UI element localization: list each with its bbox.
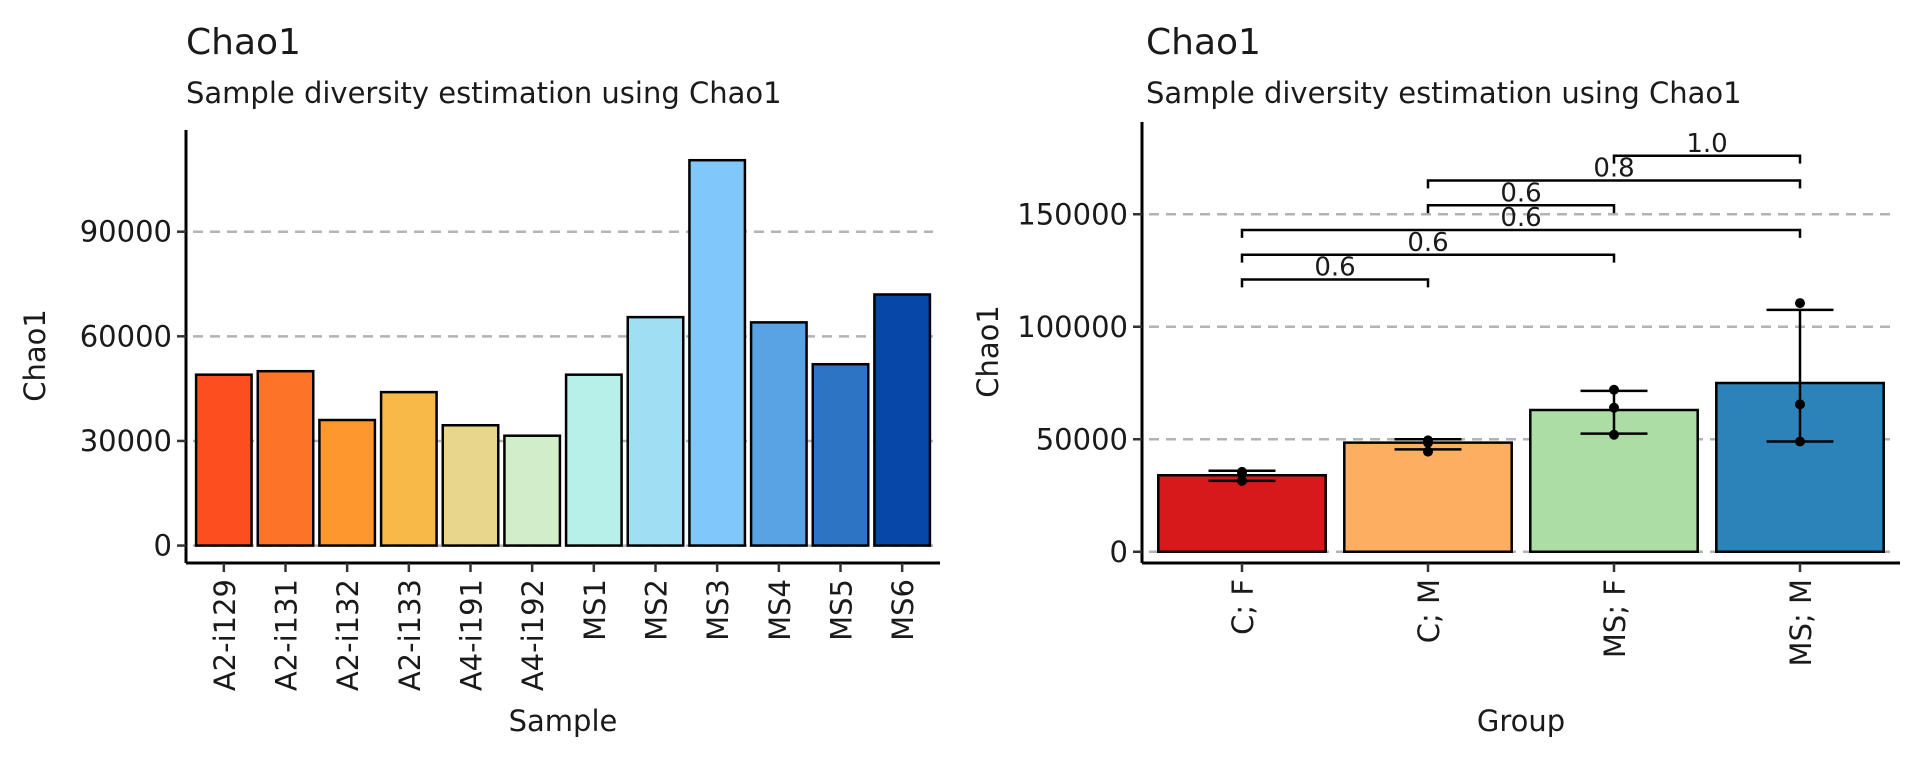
bar <box>811 362 870 547</box>
x-tick-label: C; F <box>1226 579 1260 635</box>
x-tick-label: A2-i133 <box>393 579 427 691</box>
bar <box>626 315 685 547</box>
y-tick-label: 0 <box>154 529 172 563</box>
x-axis-title: Sample <box>509 704 618 738</box>
bar <box>503 434 562 547</box>
significance-bracket <box>1612 154 1802 164</box>
data-point <box>1609 402 1619 413</box>
significance-bracket <box>1426 179 1802 189</box>
significance-bracket <box>1240 278 1430 288</box>
significance-bracket <box>1426 204 1616 214</box>
x-axis-title: Group <box>1477 704 1565 738</box>
bar <box>873 293 932 547</box>
x-tick-label: A2-i131 <box>270 579 304 691</box>
x-tick-label: MS; M <box>1784 579 1818 666</box>
bar <box>318 418 377 547</box>
y-tick-label: 0 <box>1110 535 1128 569</box>
data-point <box>1795 399 1805 410</box>
significance-bracket <box>1240 228 1802 238</box>
significance-label: 0.6 <box>1407 228 1448 258</box>
x-tick-label: C; M <box>1412 579 1446 643</box>
y-tick-label: 50000 <box>1036 422 1128 456</box>
data-point <box>1795 436 1805 447</box>
x-tick-label: MS4 <box>763 579 797 641</box>
data-point <box>1795 298 1805 309</box>
y-tick-label: 150000 <box>1017 197 1128 231</box>
bar <box>564 373 623 547</box>
significance-label: 1.0 <box>1686 129 1727 159</box>
y-axis-title: Chao1 <box>18 309 52 402</box>
sample-bar-chart: 0 30000 60000 90000 A2-i129 A2-i131 A2-i132 A2-… <box>18 130 940 738</box>
significance-bracket <box>1240 253 1616 263</box>
x-tick-label: MS6 <box>886 579 920 641</box>
bar <box>749 321 808 547</box>
data-point <box>1237 466 1247 477</box>
chart-panel-groups: Chao1 Sample diversity estimation using … <box>960 0 1920 768</box>
bar <box>1157 474 1327 553</box>
y-tick-label: 60000 <box>80 319 172 353</box>
chart-panel-samples: Chao1 Sample diversity estimation using … <box>18 22 940 738</box>
y-axis-title: Chao1 <box>971 305 1005 398</box>
data-point <box>1423 446 1433 457</box>
y-tick-label: 90000 <box>80 215 172 249</box>
bar <box>1343 441 1513 553</box>
x-tick-label: MS1 <box>578 579 612 641</box>
bar <box>256 369 315 547</box>
x-tick-label: MS5 <box>825 579 859 641</box>
bar <box>688 158 747 547</box>
bar <box>194 373 253 547</box>
y-tick-label: 30000 <box>80 424 172 458</box>
data-point <box>1609 384 1619 395</box>
chart-title: Chao1 <box>1146 22 1261 63</box>
x-tick-label: MS; F <box>1598 579 1632 658</box>
x-tick-label: A2-i132 <box>331 579 365 691</box>
significance-label: 0.6 <box>1500 178 1541 208</box>
chart-title: Chao1 <box>186 22 301 63</box>
chart-subtitle: Sample diversity estimation using Chao1 <box>186 76 782 110</box>
x-tick-label: MS2 <box>640 579 674 641</box>
x-tick-label: A2-i129 <box>208 579 242 691</box>
x-tick-label: A4-i191 <box>455 579 489 691</box>
y-tick-label: 100000 <box>1017 310 1128 344</box>
x-tick-label: MS3 <box>701 579 735 641</box>
data-point <box>1423 435 1433 446</box>
significance-label: 0.6 <box>1314 253 1355 283</box>
significance-label: 0.6 <box>1500 203 1541 233</box>
data-point <box>1609 429 1619 440</box>
bar <box>441 423 500 547</box>
bar <box>379 390 438 547</box>
x-tick-label: A4-i192 <box>516 579 550 691</box>
chart-subtitle: Sample diversity estimation using Chao1 <box>1146 76 1742 110</box>
